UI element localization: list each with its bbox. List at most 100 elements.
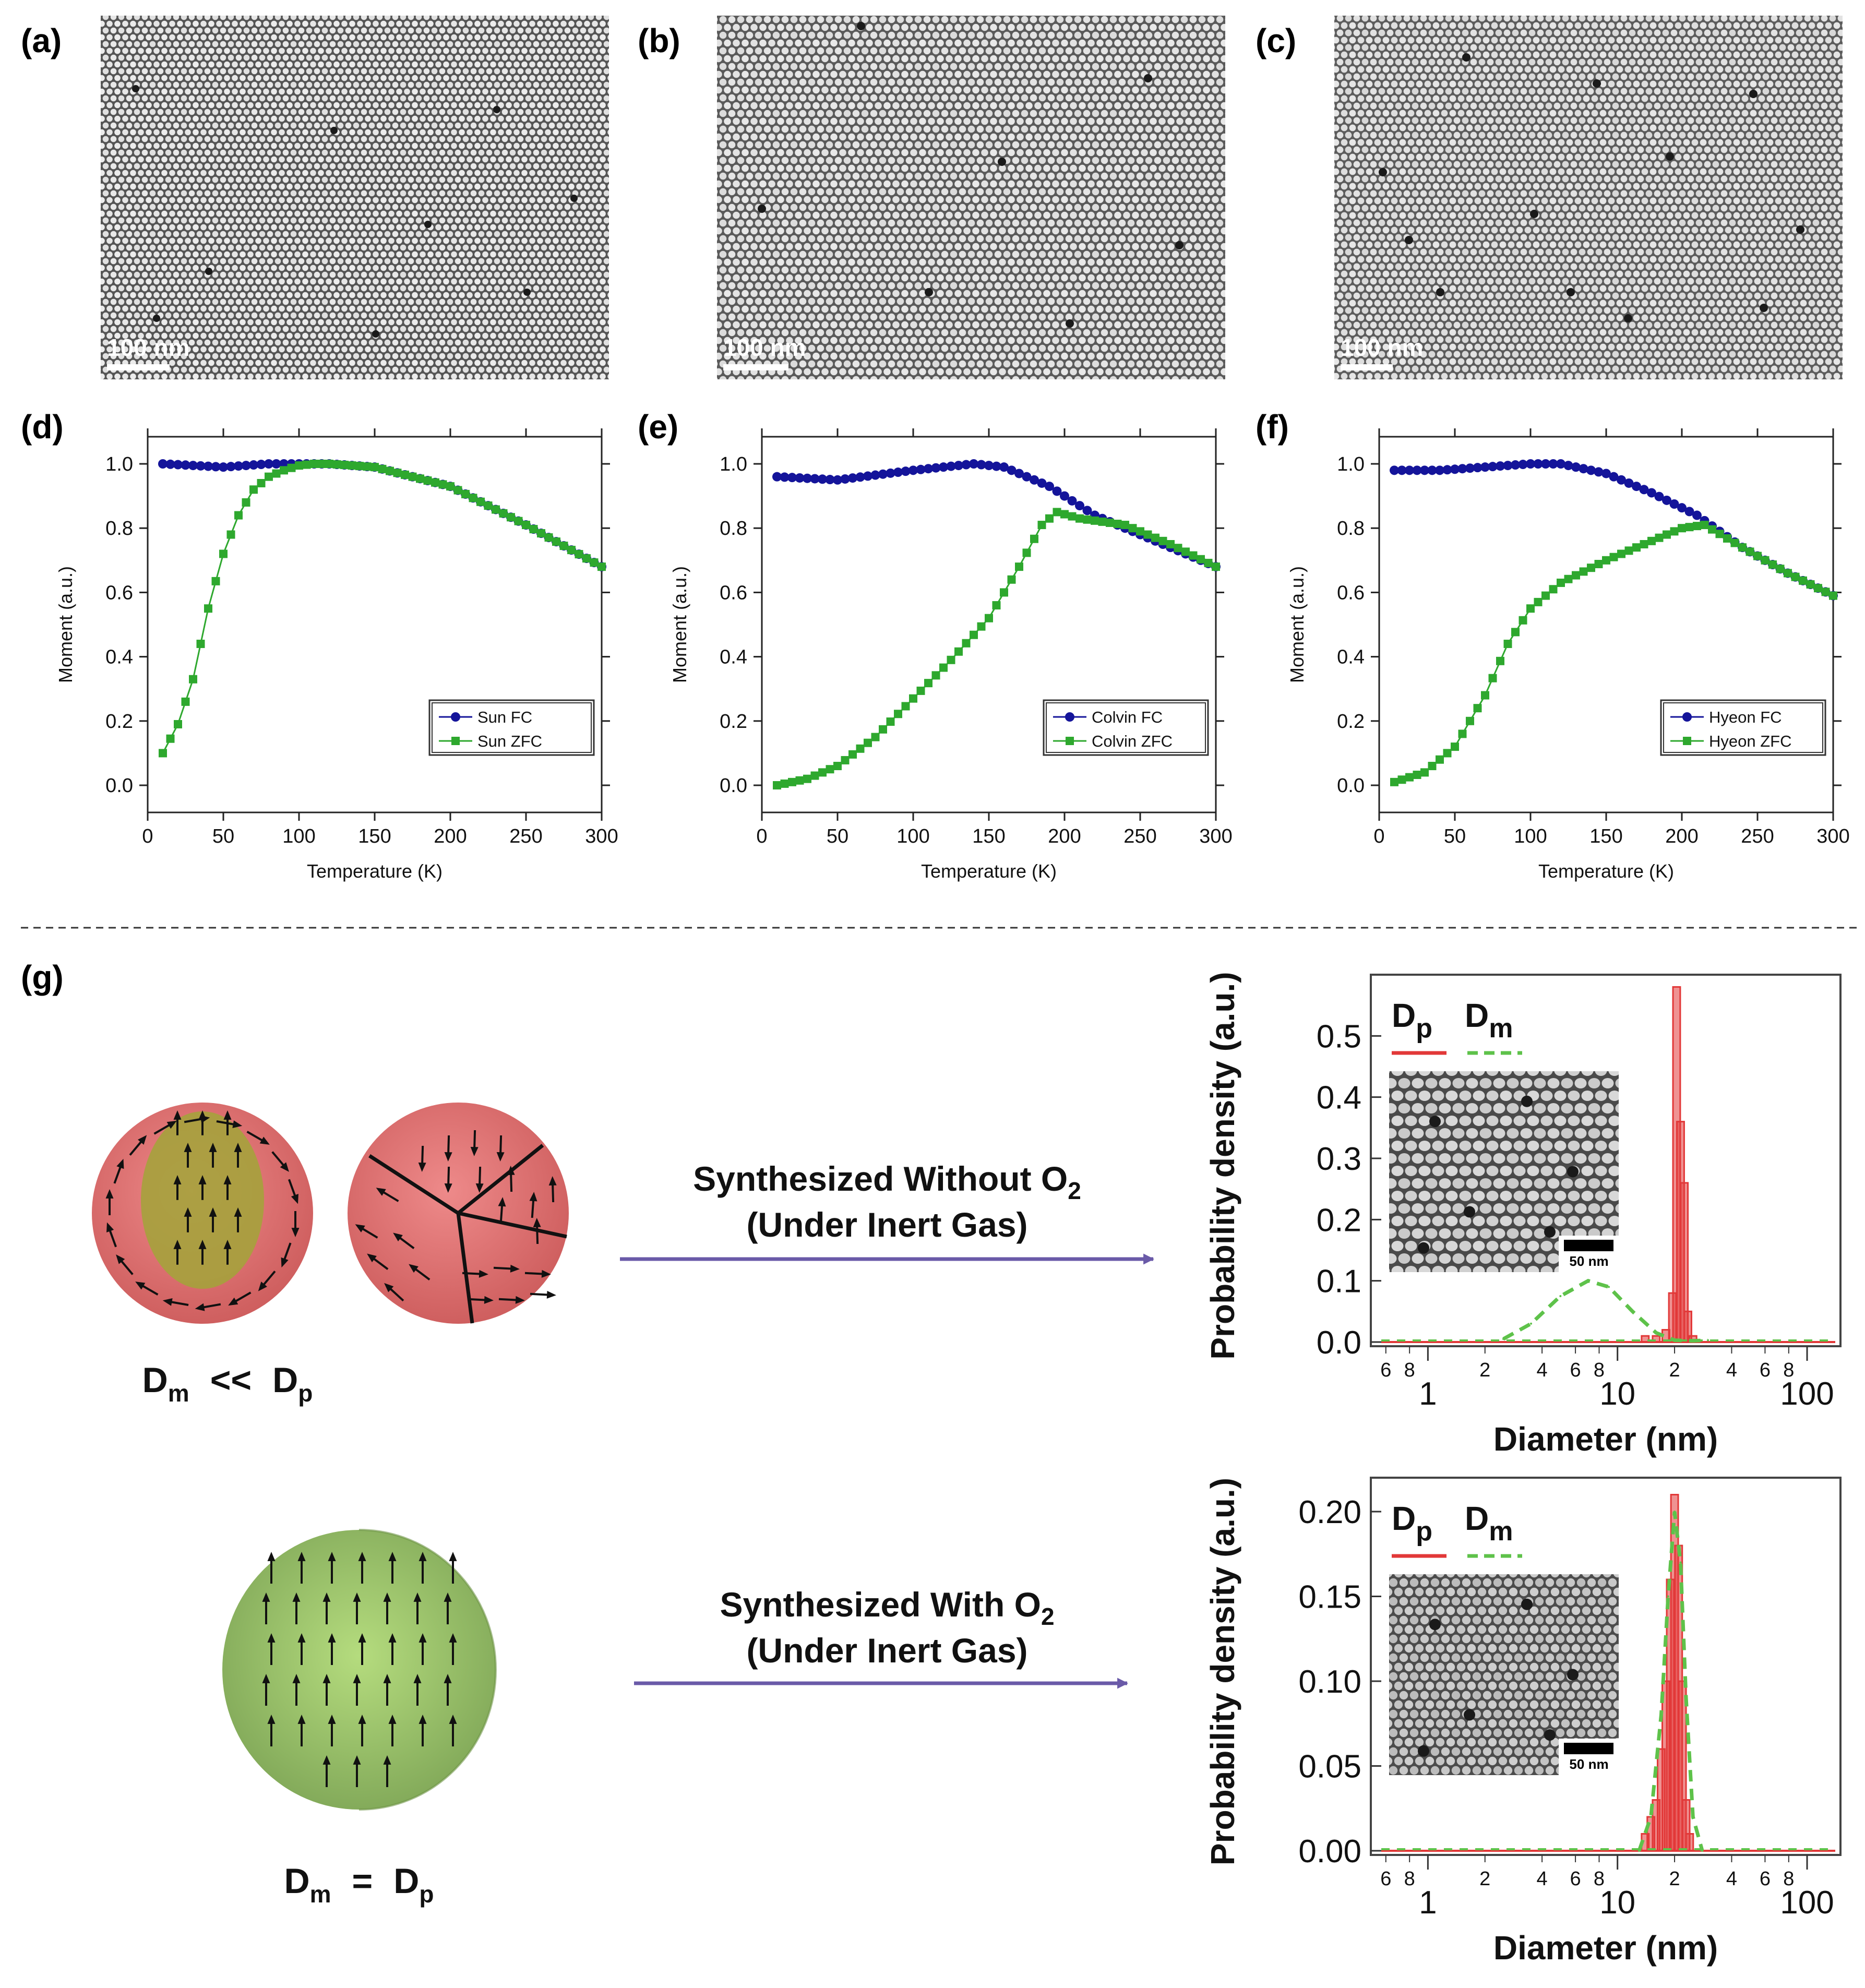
spin-arrow-head <box>234 1207 242 1217</box>
spin-arrow-head <box>358 1552 366 1561</box>
spin-arrow-head <box>413 1592 422 1602</box>
x-tick-label: 250 <box>509 825 542 847</box>
spin-arrow-head <box>198 1175 207 1184</box>
data-point <box>567 546 576 555</box>
data-point <box>256 460 266 470</box>
dp-histogram-bar <box>1652 1335 1661 1343</box>
data-point <box>1738 543 1747 552</box>
data-point <box>1075 514 1084 523</box>
x-tick-label: 250 <box>1123 825 1156 847</box>
inset-dark-particle <box>1429 1116 1441 1128</box>
tem-image-a: 100 nm <box>101 16 609 379</box>
data-point <box>265 472 273 481</box>
spin-arrow-head <box>419 1552 427 1561</box>
data-point <box>1458 729 1467 738</box>
spin-arrow-head <box>223 1175 232 1184</box>
data-point <box>886 468 895 478</box>
data-point <box>1511 460 1520 470</box>
data-point <box>529 525 538 534</box>
legend-label: Sun FC <box>477 708 532 726</box>
data-point <box>461 489 470 498</box>
spin-arrow-head <box>383 1674 391 1683</box>
spin-arrow-head <box>328 1552 336 1561</box>
data-point <box>939 663 948 672</box>
inset-dark-particle <box>1418 1242 1429 1254</box>
dm-point <box>1685 1697 1688 1699</box>
spin-arrow-head <box>280 1162 289 1172</box>
spin-arrow-head <box>358 1633 366 1643</box>
x-axis-title: Diameter (nm) <box>1493 1420 1718 1458</box>
spin-arrow-head <box>498 1197 506 1207</box>
data-point <box>1799 576 1807 585</box>
data-point <box>1091 516 1099 525</box>
data-point <box>249 485 258 494</box>
y-tick-label: 0.1 <box>1317 1264 1361 1300</box>
data-point <box>810 771 819 780</box>
spin-arrow-head <box>184 1143 192 1152</box>
data-point <box>1488 462 1498 472</box>
data-point <box>1466 716 1474 725</box>
data-point <box>181 697 190 706</box>
data-point <box>552 537 560 546</box>
data-point <box>1572 571 1580 580</box>
spin-arrow-head <box>297 1715 306 1724</box>
data-point <box>438 480 447 489</box>
data-point <box>1587 564 1595 572</box>
data-point <box>1503 639 1512 648</box>
inset-scale-label: 50 nm <box>1569 1253 1608 1269</box>
data-point <box>947 655 955 664</box>
data-point <box>226 530 235 539</box>
panel-label-e: (e) <box>638 408 678 446</box>
data-point <box>1473 463 1483 473</box>
spin-arrow-head <box>388 1715 397 1724</box>
x-minor-label: 6 <box>1380 1868 1391 1890</box>
data-point <box>1083 515 1092 524</box>
data-point <box>537 529 545 538</box>
data-point <box>1624 546 1633 555</box>
spin-arrow-head <box>529 1192 537 1202</box>
data-point <box>1548 459 1558 469</box>
spin-arrow-head <box>413 1674 422 1683</box>
data-point <box>1488 674 1497 682</box>
x-minor-label: 8 <box>1783 1868 1794 1890</box>
dp-histogram-bar <box>1683 1310 1692 1343</box>
data-point <box>423 476 432 485</box>
x-axis-title: Temperature (K) <box>921 860 1057 882</box>
arrow-caption-bottom-line2: (Under Inert Gas) <box>746 1631 1027 1670</box>
spin-arrow-head <box>479 1270 488 1278</box>
x-tick-label: 50 <box>212 825 234 847</box>
shell-spin-arrows <box>105 1115 300 1311</box>
data-point <box>1045 514 1054 523</box>
y-tick-label: 0.2 <box>720 711 747 733</box>
data-point <box>1465 463 1475 473</box>
data-point <box>1197 555 1205 564</box>
x-tick-label: 300 <box>1199 825 1232 847</box>
spin-arrow-head <box>353 1674 361 1683</box>
spin-arrow-head <box>328 1633 336 1643</box>
data-point <box>1586 465 1596 475</box>
dm-point <box>1608 1286 1610 1288</box>
data-point <box>492 505 500 514</box>
data-point <box>1526 459 1535 469</box>
data-point <box>1098 517 1107 526</box>
data-point <box>894 710 902 718</box>
data-point <box>401 470 409 479</box>
spin-arrow-head <box>496 1152 505 1161</box>
data-point <box>1060 510 1069 519</box>
data-point <box>1647 536 1656 545</box>
legend-marker <box>1066 737 1074 745</box>
data-point <box>908 465 918 475</box>
data-point <box>1776 565 1785 573</box>
data-point <box>174 720 182 728</box>
spin-arrow-head <box>200 1115 210 1123</box>
inset-dark-particle <box>1418 1745 1429 1757</box>
plot-frame <box>147 436 603 813</box>
data-point <box>219 549 228 558</box>
y-tick-label: 0.2 <box>105 711 133 733</box>
data-point <box>1715 530 1724 538</box>
dm-point <box>1679 1561 1682 1564</box>
y-tick-label: 0.8 <box>720 518 747 540</box>
legend-box-inner <box>432 702 592 753</box>
x-minor-label: 8 <box>1783 1359 1794 1381</box>
data-point <box>1693 522 1701 531</box>
